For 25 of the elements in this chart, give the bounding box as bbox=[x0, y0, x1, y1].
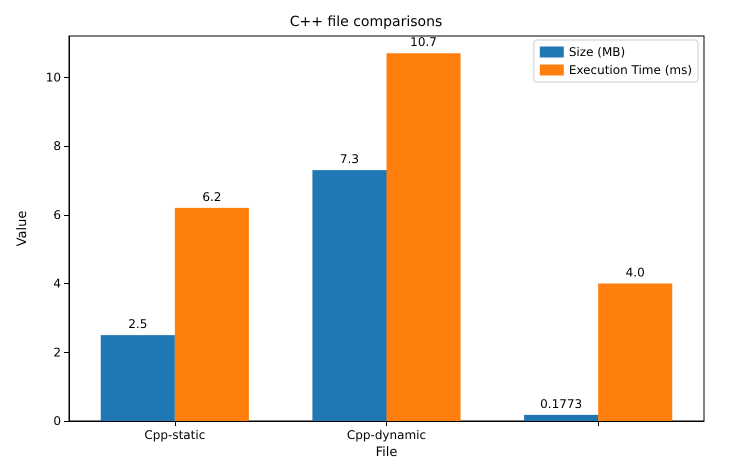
bar bbox=[312, 170, 386, 421]
x-tick-label: Cpp-dynamic bbox=[346, 428, 426, 442]
y-tick-label: 4 bbox=[53, 276, 61, 290]
y-tick-label: 2 bbox=[53, 345, 61, 360]
data-label: 2.5 bbox=[128, 317, 148, 332]
y-tick-label: 6 bbox=[53, 208, 61, 222]
y-tick-label: 0 bbox=[53, 414, 61, 428]
x-axis-title: File bbox=[376, 444, 398, 460]
data-label: 6.2 bbox=[202, 190, 222, 204]
legend-label: Size (MB) bbox=[568, 45, 626, 59]
bar bbox=[386, 53, 461, 421]
y-tick-label: 10 bbox=[46, 70, 61, 84]
legend-label: Execution Time (ms) bbox=[568, 63, 692, 77]
bar bbox=[598, 284, 672, 421]
bar bbox=[174, 208, 249, 421]
y-axis-title: Value bbox=[15, 210, 30, 246]
bar bbox=[100, 335, 175, 421]
data-label: 10.7 bbox=[410, 35, 437, 50]
bar bbox=[524, 414, 598, 421]
y-tick-label: 8 bbox=[53, 139, 61, 153]
x-tick-label: Cpp-static bbox=[144, 428, 206, 442]
data-label: 7.3 bbox=[340, 152, 360, 166]
data-label: 4.0 bbox=[626, 266, 645, 280]
chart-title: C++ file comparisons bbox=[290, 14, 442, 30]
data-label: 0.1773 bbox=[540, 396, 582, 411]
